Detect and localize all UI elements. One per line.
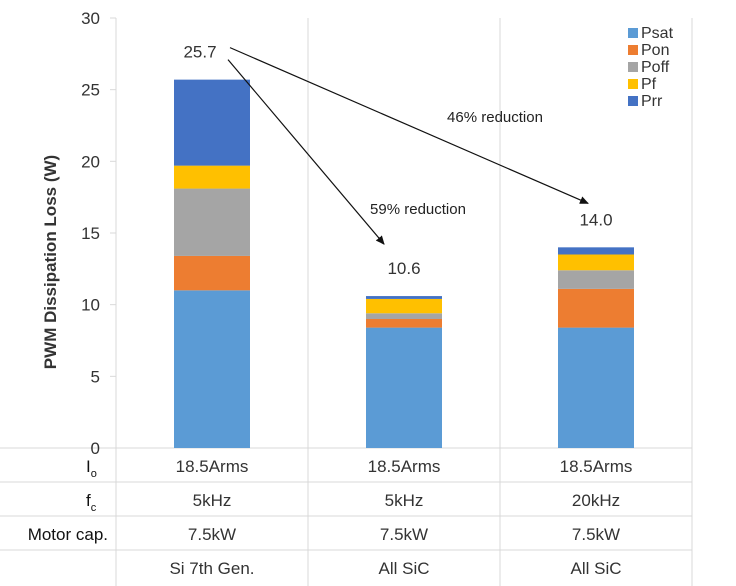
category-label: All SiC bbox=[570, 559, 621, 578]
legend-entry: Poff bbox=[641, 59, 670, 76]
bar-segment-psat bbox=[174, 290, 250, 448]
legend-swatch bbox=[628, 45, 638, 55]
bar-segment-poff bbox=[558, 270, 634, 289]
bar-segment-pf bbox=[366, 298, 442, 314]
bar-totals: 25.7 10.6 14.0 bbox=[183, 43, 612, 278]
y-tick-label: 15 bbox=[81, 224, 100, 243]
y-tick-label: 20 bbox=[81, 152, 100, 171]
condition-table: Io 18.5Arms 18.5Arms 18.5Arms fc 5kHz 5kHz 20kH… bbox=[0, 457, 692, 578]
bar-segment-prr bbox=[174, 79, 250, 166]
reduction-arrow bbox=[227, 59, 385, 245]
bar-segment-psat bbox=[558, 327, 634, 448]
legend-swatch bbox=[628, 62, 638, 72]
reduction-arrow bbox=[229, 47, 589, 204]
table-cell: 7.5kW bbox=[188, 525, 236, 544]
bar-segment-poff bbox=[174, 188, 250, 256]
bar-segment-pon bbox=[558, 288, 634, 328]
bar-total-label: 14.0 bbox=[579, 210, 612, 229]
y-tick-label: 10 bbox=[81, 296, 100, 315]
table-cell: 18.5Arms bbox=[560, 457, 633, 476]
table-cell: 7.5kW bbox=[380, 525, 428, 544]
table-cell: 20kHz bbox=[572, 491, 620, 510]
legend-entry: Pon bbox=[641, 42, 669, 59]
y-tick-label: 5 bbox=[91, 367, 100, 386]
category-label: All SiC bbox=[378, 559, 429, 578]
y-tick-label: 30 bbox=[81, 9, 100, 28]
table-row-label: Io bbox=[86, 457, 97, 480]
stacked-bars bbox=[174, 79, 634, 448]
table-cell: 18.5Arms bbox=[368, 457, 441, 476]
bar-segment-pon bbox=[366, 319, 442, 328]
table-row-label: Motor cap. bbox=[28, 525, 108, 544]
bar-segment-pon bbox=[174, 255, 250, 291]
bar-segment-pf bbox=[174, 165, 250, 189]
table-cell: 18.5Arms bbox=[176, 457, 249, 476]
bar-total-label: 10.6 bbox=[387, 259, 420, 278]
reduction-annotation: 46% reduction bbox=[447, 109, 543, 126]
reduction-annotation: 59% reduction bbox=[370, 201, 466, 218]
legend-entry: Prr bbox=[641, 93, 663, 110]
y-axis: 0 5 10 15 20 25 30 bbox=[81, 9, 116, 458]
y-tick-label: 0 bbox=[91, 439, 100, 458]
legend-entry: Pf bbox=[641, 76, 657, 93]
table-cell: 5kHz bbox=[193, 491, 232, 510]
legend-swatch bbox=[628, 96, 638, 106]
legend-entry: Psat bbox=[641, 25, 674, 42]
bar-segment-prr bbox=[558, 247, 634, 255]
category-label: Si 7th Gen. bbox=[169, 559, 254, 578]
bar-segment-poff bbox=[366, 313, 442, 319]
table-cell: 7.5kW bbox=[572, 525, 620, 544]
table-row-label: fc bbox=[86, 491, 97, 514]
bar-segment-psat bbox=[366, 327, 442, 448]
legend-swatch bbox=[628, 28, 638, 38]
legend-swatch bbox=[628, 79, 638, 89]
reduction-arrows: 59% reduction 46% reduction bbox=[227, 47, 589, 245]
bar-total-label: 25.7 bbox=[183, 43, 216, 62]
y-axis-label: PWM Dissipation Loss (W) bbox=[41, 155, 60, 369]
table-cell: 5kHz bbox=[385, 491, 424, 510]
y-tick-label: 25 bbox=[81, 81, 100, 100]
bar-segment-pf bbox=[558, 254, 634, 271]
bar-segment-prr bbox=[366, 296, 442, 299]
